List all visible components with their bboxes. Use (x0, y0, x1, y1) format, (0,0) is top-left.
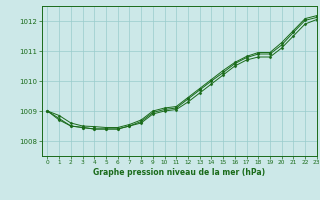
X-axis label: Graphe pression niveau de la mer (hPa): Graphe pression niveau de la mer (hPa) (93, 168, 265, 177)
